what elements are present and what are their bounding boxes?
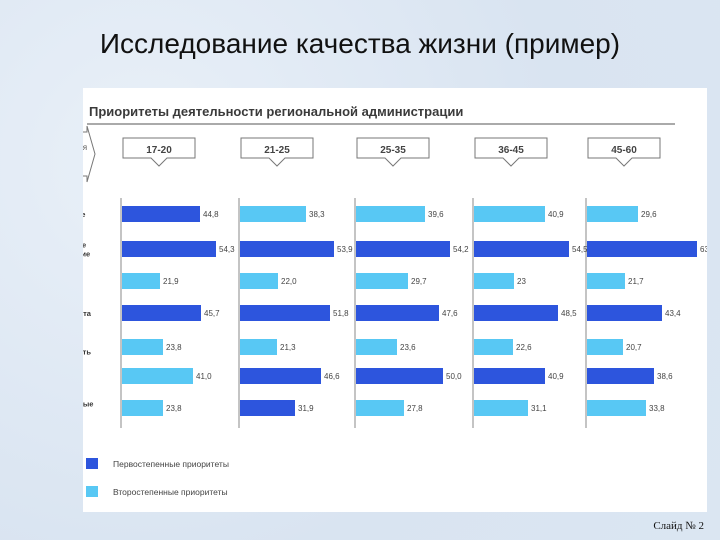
bar-secondary [122,400,163,416]
age-group-header [356,137,430,167]
bar-secondary [356,273,408,289]
age-category-arrow [39,125,96,183]
value-label: 38,6 [657,372,673,381]
value-label: 48,5 [561,309,577,318]
bar-primary [122,206,200,222]
legend-swatch-primary [86,458,98,469]
bar-primary [587,241,697,257]
legend-label: Второстепенные приоритеты [113,487,228,497]
bar-primary [587,368,654,384]
value-label: 31,9 [298,404,314,413]
value-label: 47,6 [442,309,458,318]
value-label: 44,8 [203,210,219,219]
bar-secondary [587,400,646,416]
bar-secondary [240,206,306,222]
age-group-label: 36-45 [498,145,524,156]
bar-secondary [356,400,404,416]
bar-secondary [587,339,623,355]
bar-secondary [122,273,160,289]
bar-primary [587,305,662,321]
value-label: 23,6 [400,343,416,352]
category-label: обслуживание [83,250,90,259]
chart-title: Приоритеты деятельности региональной адм… [89,104,463,119]
age-group-header [122,137,196,167]
value-label: 45,7 [204,309,220,318]
slide-title: Исследование качества жизни (пример) [99,28,621,59]
age-group-header [240,137,314,167]
slide-number: Слайд № 2 [653,520,704,532]
value-label: 20,7 [626,343,642,352]
value-label: 21,9 [163,277,179,286]
value-label: 40,9 [548,210,564,219]
bar-secondary [240,339,277,355]
priorities-chart: Приоритеты деятельности региональной адм… [35,104,716,497]
value-label: 29,6 [641,210,657,219]
category-label: Коммунальные [83,400,93,409]
age-group-label: 21-25 [264,145,290,156]
bar-primary [474,368,545,384]
bar-secondary [474,206,545,222]
value-label: 50,0 [446,372,462,381]
bar-secondary [122,339,163,355]
value-label: 46,6 [324,372,340,381]
value-label: 38,3 [309,210,325,219]
bar-secondary [474,273,514,289]
bar-secondary [356,339,397,355]
bar-secondary [240,273,278,289]
category-label: Рабочие места [83,309,92,318]
bar-primary [122,241,216,257]
bar-primary [240,241,334,257]
value-label: 63,4 [700,245,707,254]
bar-primary [240,368,321,384]
value-label: 31,1 [531,404,547,413]
value-label: 22,6 [516,343,532,352]
value-label: 43,4 [665,309,681,318]
value-label: 27,8 [407,404,423,413]
age-group-header [474,137,548,167]
value-label: 23,8 [166,404,182,413]
bar-secondary [474,339,513,355]
value-label: 40,9 [548,372,564,381]
value-label: 21,3 [280,343,296,352]
category-label: Образование [83,210,85,219]
value-label: 21,7 [628,277,644,286]
bar-primary [474,241,569,257]
value-label: 29,7 [411,277,427,286]
value-label: 41,0 [196,372,212,381]
age-group-label: 25-35 [380,145,406,156]
bar-secondary [587,206,638,222]
value-label: 22,0 [281,277,297,286]
value-label: 54,5 [572,245,588,254]
value-label: 23 [517,277,526,286]
bar-primary [240,305,330,321]
age-category-label: Возрастная [83,143,87,152]
age-group-label: 17-20 [146,145,172,156]
category-label: безопастность [83,348,91,357]
bar-primary [356,241,450,257]
legend-swatch-secondary [86,486,98,497]
bar-primary [122,305,201,321]
category-label: Медицинское [83,241,86,250]
legend-label: Первостепенные приоритеты [113,459,229,469]
age-group-label: 45-60 [611,145,637,156]
value-label: 54,2 [453,245,469,254]
bar-primary [474,305,558,321]
bar-primary [356,368,443,384]
bar-primary [356,305,439,321]
age-group-header [587,137,661,167]
bar-secondary [356,206,425,222]
value-label: 39,6 [428,210,444,219]
bar-secondary [474,400,528,416]
chart-panel: Приоритеты деятельности региональной адм… [35,88,716,512]
value-label: 53,9 [337,245,353,254]
value-label: 23,8 [166,343,182,352]
bar-secondary [122,368,193,384]
bar-secondary [587,273,625,289]
bar-primary [240,400,295,416]
value-label: 33,8 [649,404,665,413]
value-label: 54,3 [219,245,235,254]
value-label: 51,8 [333,309,349,318]
